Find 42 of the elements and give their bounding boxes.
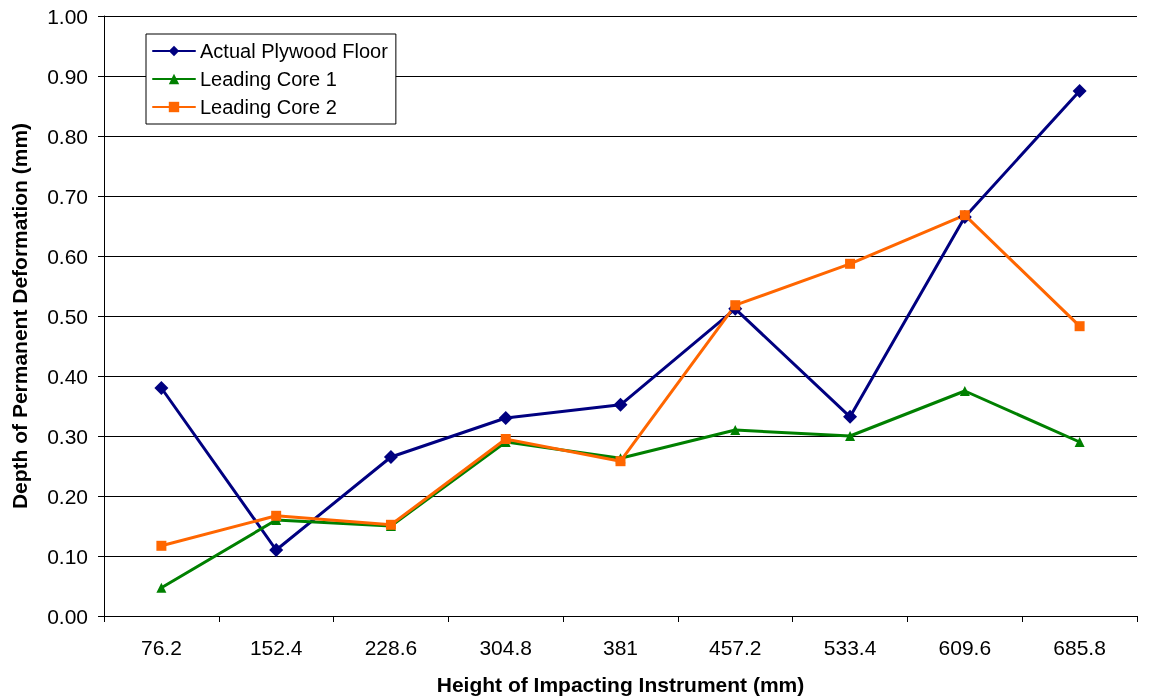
point <box>156 582 167 593</box>
point <box>1072 84 1087 98</box>
point <box>383 450 398 464</box>
y-tick-label: 0.70 <box>47 184 88 208</box>
x-tick-label: 228.6 <box>364 636 418 659</box>
y-tick-label: 0.10 <box>47 544 88 568</box>
y-tick-label: 0.00 <box>47 604 88 628</box>
point <box>1074 321 1085 332</box>
x-axis-title: Height of Impacting Instrument (mm) <box>436 673 805 696</box>
y-tick-label: 0.90 <box>47 64 88 88</box>
point <box>154 381 169 395</box>
y-tick-label: 0.60 <box>47 244 88 268</box>
x-tick-label: 76.2 <box>140 636 182 659</box>
y-tick-label: 0.80 <box>47 124 88 148</box>
legend-label: Leading Core 2 <box>200 96 337 118</box>
y-tick-label: 0.20 <box>47 484 88 508</box>
x-tick-label: 381 <box>602 636 639 659</box>
point <box>843 409 858 424</box>
y-tick-label: 0.30 <box>47 424 88 448</box>
y-axis-title: Depth of Permanent Deformation (mm) <box>8 122 31 510</box>
x-tick-label: 533.4 <box>823 636 877 659</box>
x-tick-label: 304.8 <box>479 636 532 659</box>
point <box>730 300 741 311</box>
point <box>156 540 167 551</box>
x-tick-label: 152.4 <box>249 636 303 659</box>
x-tick-label: 457.2 <box>709 636 762 659</box>
point <box>269 543 284 557</box>
y-tick-label: 1.00 <box>47 4 88 28</box>
legend-label: Leading Core 1 <box>200 68 337 90</box>
point <box>845 258 856 269</box>
point <box>271 510 282 521</box>
y-tick-label: 0.50 <box>47 304 88 328</box>
point <box>1074 437 1085 447</box>
point <box>845 431 856 441</box>
x-tick-label: 685.8 <box>1053 636 1106 659</box>
point <box>730 425 741 435</box>
x-tick-label: 609.6 <box>938 636 992 659</box>
legend-label: Actual Plywood Floor <box>200 40 389 62</box>
point <box>959 386 970 396</box>
y-tick-label: 0.40 <box>47 364 88 388</box>
point <box>613 397 628 412</box>
point <box>498 411 513 425</box>
